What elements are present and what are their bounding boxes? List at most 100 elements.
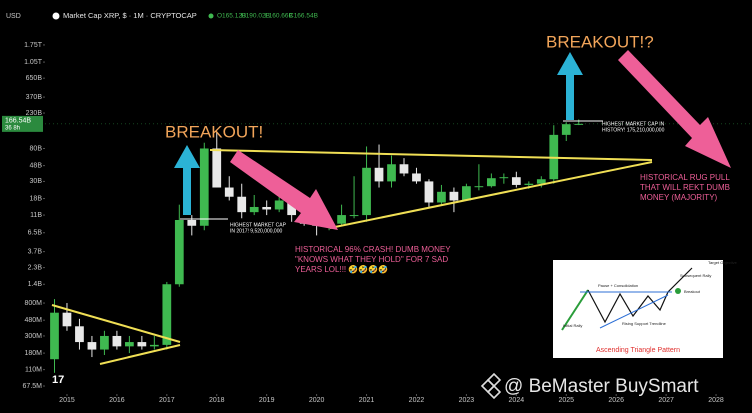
note: HIGHEST MARKET CAP IN [602, 121, 665, 127]
candle-body [561, 124, 571, 135]
arrow [618, 50, 731, 168]
x-tick-label: 2016 [109, 397, 125, 404]
symbol-icon [52, 12, 60, 20]
y-tick-label: 30B [30, 178, 43, 185]
inset-label: Initial Rally [563, 323, 582, 328]
candle-body [524, 183, 534, 185]
candle-body [237, 196, 247, 213]
watermark-icon [480, 372, 502, 400]
x-tick-label: 2022 [409, 397, 425, 404]
candle-body [511, 177, 521, 185]
price-label-box [2, 115, 43, 132]
chart-title: Market Cap XRP, $ · 1M · CRYPTOCAP [63, 11, 197, 20]
y-tick-label: 1.05T [24, 59, 43, 66]
candle-body [100, 335, 109, 350]
candle-body [249, 206, 259, 213]
note: MONEY (MAJORITY) [640, 193, 718, 202]
ohlc-value: C166.54B [289, 13, 318, 20]
arrow [174, 145, 200, 215]
trend-line [329, 161, 653, 229]
y-tick-label: 650B [26, 75, 43, 82]
y-tick-label: 800M [24, 300, 42, 307]
note: YEARS LOL!!! 🤣🤣🤣🤣 [295, 264, 388, 275]
candle-body [437, 191, 446, 203]
candle-body [287, 200, 297, 216]
candle-body [199, 148, 209, 226]
status-dot [208, 13, 214, 19]
candle-body [399, 164, 409, 174]
inset-title: Ascending Triangle Pattern [596, 347, 680, 354]
y-tick-label: 3.7B [28, 248, 43, 255]
y-tick-label: 1.75T [24, 42, 43, 49]
inset-label: Subsequent Rally [680, 273, 711, 278]
note: HIGHEST MARKET CAP [230, 222, 287, 228]
candle-body [149, 344, 159, 347]
inset-line [561, 289, 589, 331]
ohlc-value: O165.12B [217, 13, 246, 20]
candle-body [474, 186, 484, 188]
plot-area [43, 44, 752, 396]
y-tick-label: 67.5M [23, 383, 43, 390]
diamond [486, 384, 502, 400]
x-tick-label: 2028 [708, 397, 724, 404]
marker-lines [180, 120, 603, 220]
y-tick-label: 48B [30, 162, 43, 169]
candle-body [499, 177, 509, 179]
candle-body [137, 342, 147, 347]
note: IN 2017! 9,520,000,000 [230, 228, 282, 234]
inset-label: Target Objective [708, 260, 738, 265]
candle-body [62, 312, 72, 327]
arrow [557, 52, 583, 120]
ohlc-value: H190.02B [241, 13, 270, 20]
candle-body [212, 148, 222, 188]
candle-body [387, 164, 396, 182]
x-tick-label: 2018 [209, 397, 225, 404]
inset-label: Breakout [684, 289, 701, 294]
trend-line [99, 344, 181, 365]
y-tick-label: 300M [24, 333, 42, 340]
note: HISTORY! 175,210,000,000 [602, 127, 665, 133]
inset-dot [675, 288, 681, 294]
candle-body [75, 326, 84, 343]
candle-body [462, 186, 471, 201]
candle-body [574, 123, 584, 125]
x-tick-label: 2027 [658, 397, 674, 404]
candle-body [349, 215, 359, 217]
candle-body [449, 191, 459, 201]
y-tick-label: 11B [30, 212, 42, 219]
candle-body [362, 167, 371, 216]
inset-label: Pause + Consolidation [598, 283, 638, 288]
y-tick-label: 480M [24, 317, 42, 324]
trend-lines [51, 149, 653, 365]
arrow [230, 150, 338, 230]
note: "KNOWS WHAT THEY HOLD" FOR 7 SAD [295, 255, 448, 264]
inset-label: Rising Support Trendline [622, 321, 667, 326]
y-tick-label: 18B [30, 195, 43, 202]
y-tick-label: 1.4B [28, 281, 43, 288]
x-tick-label: 2015 [59, 397, 75, 404]
candle-body [174, 219, 184, 285]
y-tick-label: 230B [26, 110, 43, 117]
candle-body [187, 219, 197, 226]
candle-body [112, 335, 122, 347]
x-tick-label: 2019 [259, 397, 275, 404]
y-tick-label: 2.3B [28, 264, 43, 271]
note: THAT WILL REKT DUMB [640, 183, 730, 192]
price-label: 166.54B [5, 118, 31, 125]
currency: USD [6, 13, 21, 20]
candle-body [262, 206, 272, 210]
y-tick-label: 110M [25, 366, 42, 373]
candle-body [162, 284, 172, 345]
trend-line [51, 304, 181, 343]
breakout-label: BREAKOUT!? [546, 32, 654, 51]
note: HISTORICAL 96% CRASH! DUMB MONEY [295, 245, 451, 254]
y-tick-label: 6.5B [28, 230, 43, 237]
x-tick-label: 2017 [159, 397, 175, 404]
up-arrows [174, 52, 583, 215]
countdown: 36 8h [5, 125, 20, 131]
inset-line [587, 267, 693, 324]
inset: Target Objective Subsequent Rally Breako… [553, 260, 738, 358]
